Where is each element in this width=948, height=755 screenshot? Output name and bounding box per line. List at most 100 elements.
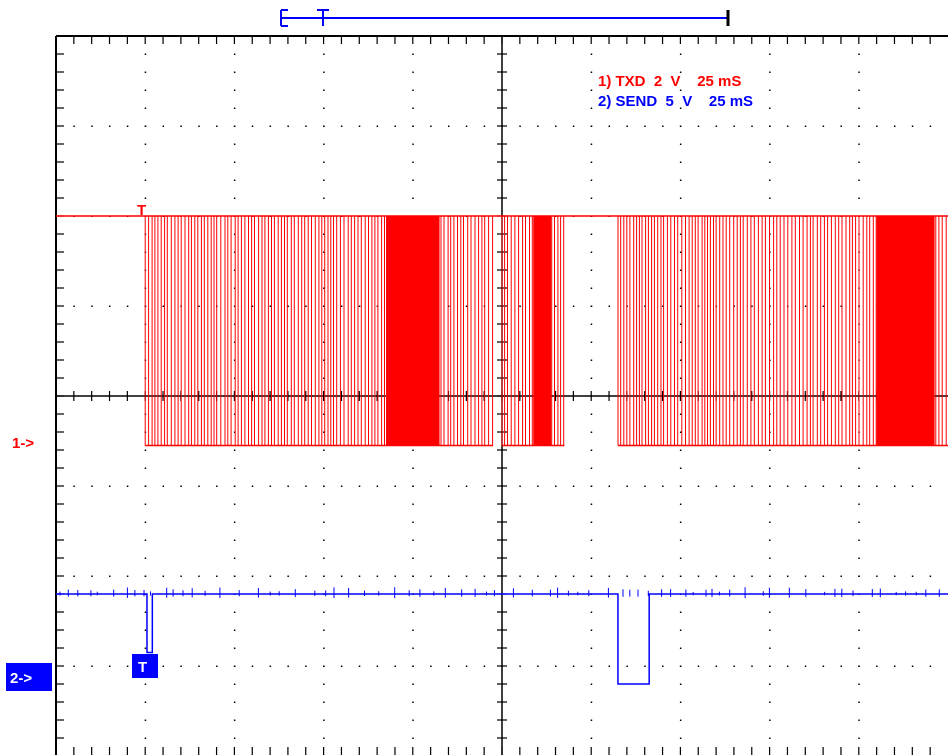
grid-dot — [679, 89, 682, 91]
trace-send — [56, 587, 948, 685]
grid-dot — [412, 539, 414, 541]
grid-dot — [323, 323, 325, 325]
grid-dot — [679, 611, 682, 613]
grid-dot — [126, 305, 129, 307]
grid-dot — [590, 233, 593, 235]
grid-dot — [394, 125, 396, 127]
grid-dot — [590, 719, 593, 721]
txd-dense-region — [533, 216, 552, 446]
grid-dot — [679, 647, 682, 649]
grid-dot — [323, 359, 325, 361]
grid-dot — [590, 377, 593, 379]
grid-dot — [590, 611, 593, 613]
grid-dot — [91, 485, 93, 487]
grid-dot — [555, 485, 557, 487]
grid-dot — [626, 485, 628, 487]
grid-dot — [144, 503, 147, 505]
grid-dot — [465, 575, 468, 577]
grid-dot — [786, 575, 789, 577]
grid-dot — [590, 467, 593, 469]
grid-dot — [323, 377, 325, 379]
grid-dot — [590, 521, 593, 523]
grid-dot — [430, 665, 432, 667]
channel-1-marker: 1-> — [12, 435, 34, 452]
grid-dot — [144, 539, 147, 541]
grid-dot — [340, 575, 343, 577]
grid-dot — [858, 557, 860, 559]
grid-dot — [590, 269, 593, 271]
grid-dot — [465, 305, 468, 307]
grid-dot — [233, 557, 236, 559]
grid-dot — [233, 107, 236, 109]
grid-dot — [679, 179, 682, 181]
grid-dot — [679, 107, 682, 109]
grid-dot — [858, 611, 860, 613]
grid-dot — [144, 179, 147, 181]
grid-dot — [73, 485, 75, 487]
grid-dot — [323, 665, 325, 667]
grid-dot — [412, 161, 414, 163]
grid-dot — [858, 575, 860, 577]
grid-dot — [858, 89, 860, 91]
grid-dot — [590, 323, 593, 325]
grid-dot — [305, 665, 307, 667]
grid-dot — [180, 665, 182, 667]
grid-dot — [769, 737, 771, 739]
grid-dot — [144, 53, 147, 55]
channel-2-marker: 2-> — [6, 663, 52, 691]
grid-dot — [162, 305, 165, 307]
trigger-marker-ch2: T — [132, 654, 158, 678]
grid-dot — [769, 485, 771, 487]
grid-dot — [608, 305, 611, 307]
grid-dot — [323, 107, 325, 109]
grid-dot — [626, 665, 628, 667]
grid-dot — [323, 521, 325, 523]
grid-dot — [430, 485, 432, 487]
grid-dot — [769, 503, 771, 505]
grid-dot — [590, 161, 593, 163]
grid-dot — [644, 125, 646, 127]
grid-dot — [751, 665, 753, 667]
grid-dot — [144, 629, 147, 631]
grid-dot — [412, 521, 414, 523]
grid-dot — [590, 647, 593, 649]
grid-dot — [376, 125, 379, 127]
grid-dot — [858, 449, 860, 451]
grid-dot — [233, 53, 236, 55]
grid-dot — [697, 665, 700, 667]
grid-dot — [233, 683, 236, 685]
grid-dot — [679, 431, 682, 433]
grid-dot — [305, 305, 307, 307]
grid-dot — [769, 539, 771, 541]
grid-dot — [537, 665, 539, 667]
grid-dot — [358, 665, 361, 667]
grid-dot — [340, 305, 343, 307]
trace-txd — [56, 215, 948, 447]
trigger-label-ch2-bg — [132, 654, 158, 678]
grid-dot — [733, 575, 735, 577]
grid-dot — [376, 575, 379, 577]
channel-1-label: 1-> — [12, 435, 34, 452]
grid-dot — [144, 143, 147, 145]
grid-dot — [269, 125, 272, 127]
grid-dot — [911, 485, 914, 487]
grid-dot — [572, 305, 575, 307]
grid-dot — [233, 287, 236, 289]
grid-dot — [519, 125, 521, 127]
grid-dot — [233, 521, 236, 523]
grid-dot — [323, 125, 325, 127]
grid-dot — [233, 71, 236, 73]
grid-dot — [769, 647, 771, 649]
grid-dot — [555, 665, 557, 667]
grid-dot — [287, 305, 289, 307]
grid-dot — [804, 305, 807, 307]
grid-dot — [822, 305, 825, 307]
grid-dot — [751, 305, 753, 307]
grid-dot — [412, 485, 414, 487]
grid-dot — [822, 665, 825, 667]
grid-dot — [323, 413, 325, 415]
grid-dot — [519, 665, 521, 667]
grid-dot — [751, 575, 753, 577]
grid-dot — [679, 665, 682, 667]
grid-dot — [358, 125, 361, 127]
